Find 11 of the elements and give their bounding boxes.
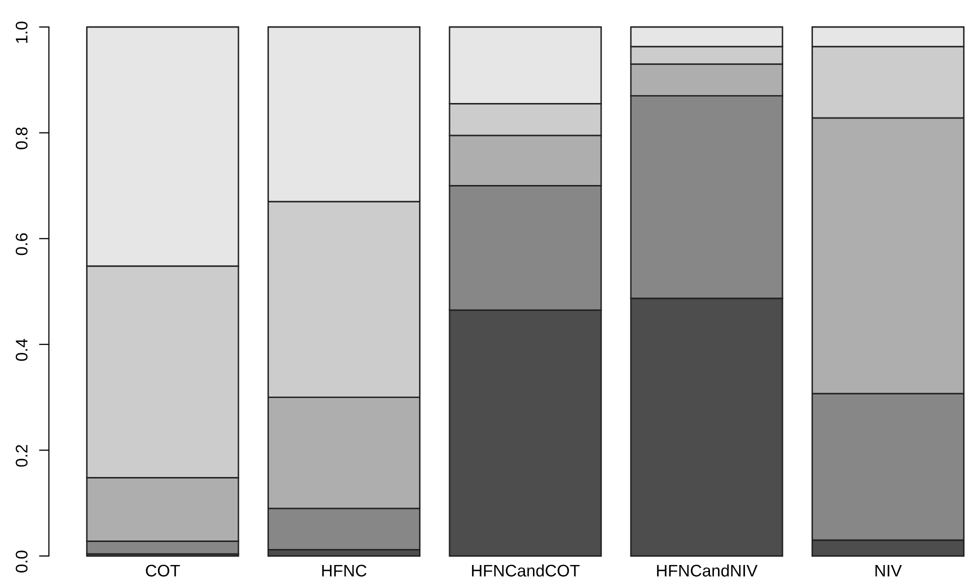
y-tick-label: 0.2 [16, 444, 28, 467]
x-tick-label: HFNCandCOT [472, 564, 580, 577]
x-tick-label: HFNC [322, 564, 366, 577]
y-tick-label: 0.8 [16, 127, 28, 150]
x-tick-label: NIV [875, 564, 902, 576]
y-tick-label: 1.0 [16, 22, 28, 43]
y-tick-label: 0.0 [16, 550, 28, 572]
x-tick-label: HFNCandNIV [657, 564, 758, 577]
y-tick-label: 0.6 [16, 233, 28, 256]
x-tick-label: COT [146, 564, 180, 577]
y-tick-label: 0.4 [16, 338, 28, 361]
